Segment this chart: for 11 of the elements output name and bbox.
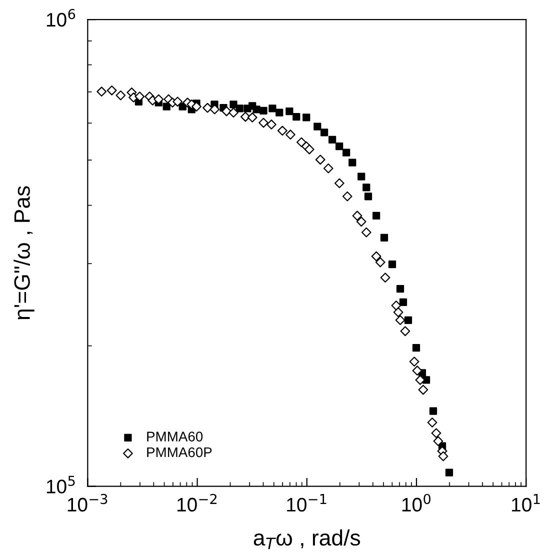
x-axis-title: a$_{T}$ω , rad/s (254, 529, 360, 550)
y-axis-title: η'=G"/ω , Pas (14, 186, 34, 320)
x-tick-label: 10$^{−2}$ (177, 494, 217, 512)
x-tick-label: 10$^{−1}$ (287, 494, 326, 512)
x-tick-label: 10$^{−3}$ (68, 494, 108, 512)
y-tick-label: 10$^{6}$ (46, 8, 76, 27)
x-tick-label: 10$^{0}$ (402, 494, 430, 512)
x-tick-label: 10$^{1}$ (512, 494, 540, 512)
legend-label: PMMA60P (147, 447, 212, 458)
legend-label: PMMA60 (147, 432, 203, 442)
y-tick-label: 10$^{5}$ (46, 476, 75, 494)
